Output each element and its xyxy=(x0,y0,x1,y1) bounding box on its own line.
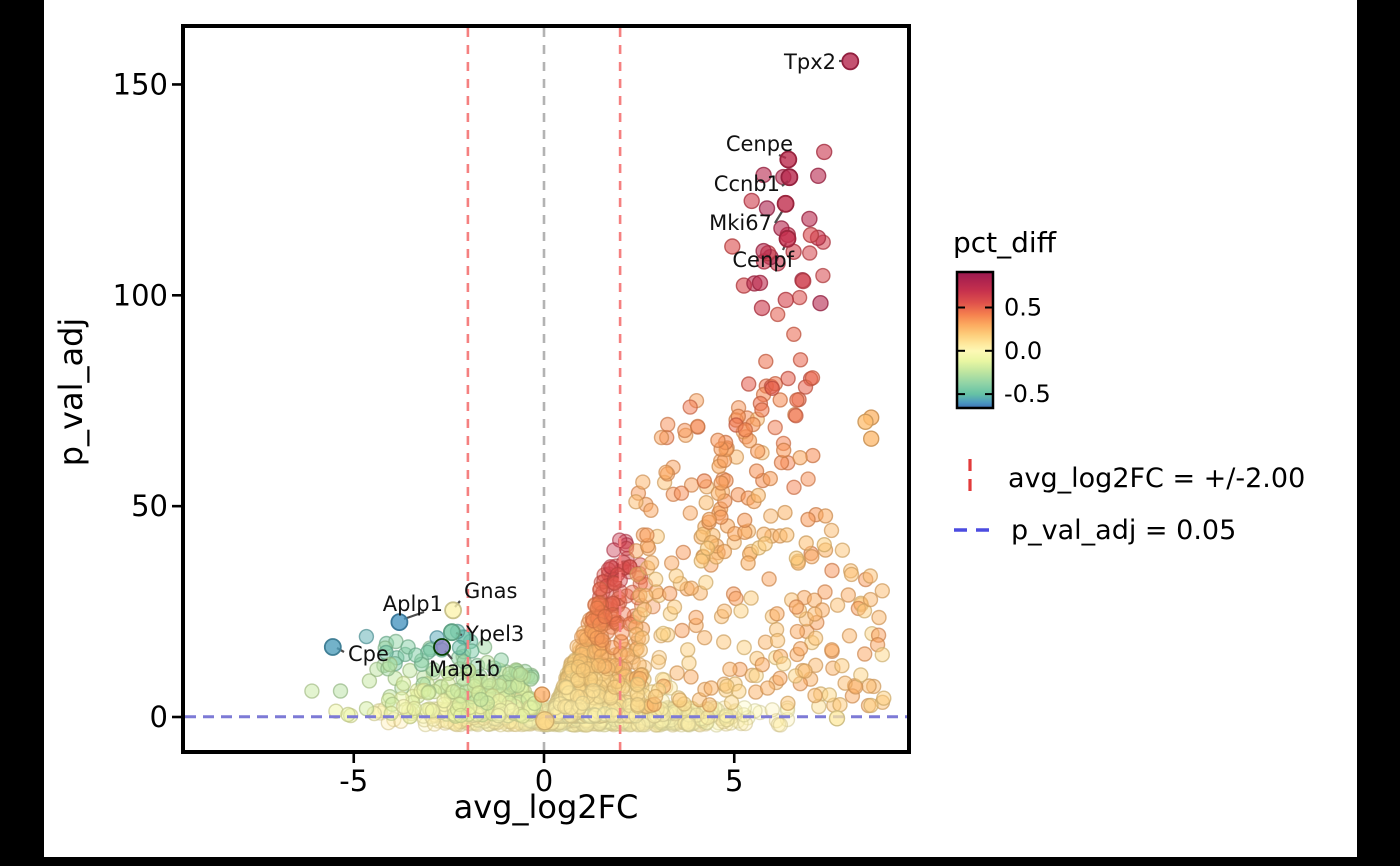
scatter-point xyxy=(828,710,846,727)
x-tick-label: 0 xyxy=(535,764,553,798)
colorbar-gradient xyxy=(955,270,995,410)
colorbar-ticks: 0.5 0.0 -0.5 xyxy=(957,294,1051,408)
scatter-point xyxy=(535,711,555,731)
gene-label-ypel3: Ypel3 xyxy=(465,622,524,646)
gene-label-mki67: Mki67 xyxy=(709,211,772,235)
y-axis-title: p_val_adj xyxy=(52,318,90,467)
colorbar-tick-label: 0.0 xyxy=(1004,337,1042,365)
scatter-point xyxy=(533,686,551,703)
colorbar-legend: pct_diff 0.5 0.0 -0.5 xyxy=(953,226,1057,410)
y-tick-label: 50 xyxy=(131,489,168,523)
gene-label-cpe: Cpe xyxy=(348,642,389,666)
y-tick-label: 0 xyxy=(150,700,168,734)
y-tick-label: 100 xyxy=(113,278,168,312)
gene-label-ccnb1: Ccnb1 xyxy=(714,172,780,196)
line-legend: avg_log2FC = +/-2.00 p_val_adj = 0.05 xyxy=(954,459,1305,546)
gene-point-aplp1 xyxy=(390,613,409,631)
x-tick-label: -5 xyxy=(339,764,368,798)
gene-label-map1b: Map1b xyxy=(429,657,500,681)
scatter-point xyxy=(857,413,874,430)
gene-label-cenpf: Cenpf xyxy=(732,248,794,272)
colorbar-tick-label: 0.5 xyxy=(1004,294,1042,322)
gene-point-tpx2 xyxy=(841,52,860,71)
gene-label-layer: Tpx2 Cenpe Ccnb1 Mki67 Cenpf Gnas Aplp1 Ypel3 Cp… xyxy=(323,50,860,681)
gene-point-ccnb1 xyxy=(780,168,799,187)
fc-threshold-label: avg_log2FC = +/-2.00 xyxy=(1008,463,1305,494)
y-tick-label: 150 xyxy=(113,67,168,101)
panel-border xyxy=(181,24,911,754)
gene-label-connector xyxy=(774,209,784,224)
gene-point-map1b xyxy=(433,638,451,656)
gene-label-tpx2: Tpx2 xyxy=(783,50,836,74)
gene-point-mki67 xyxy=(776,194,795,213)
gene-label-gnas: Gnas xyxy=(464,579,517,603)
gene-point-cenpf xyxy=(778,229,797,248)
colorbar-title: pct_diff xyxy=(953,226,1057,259)
gene-point-cenpe xyxy=(779,150,798,169)
pval-threshold-label: p_val_adj = 0.05 xyxy=(1011,515,1236,546)
colorbar-tick-label: -0.5 xyxy=(1004,380,1051,408)
x-tick-label: 5 xyxy=(725,764,743,798)
single-points xyxy=(533,409,880,731)
gene-point-gnas xyxy=(444,601,463,620)
gene-label-connector xyxy=(403,610,425,621)
gene-point-cpe xyxy=(323,638,342,656)
gene-point-ypel3 xyxy=(442,623,461,642)
scatter-point xyxy=(863,430,880,447)
gene-label-aplp1: Aplp1 xyxy=(383,592,443,616)
gene-label-cenpe: Cenpe xyxy=(726,132,793,156)
x-axis-title: avg_log2FC xyxy=(454,788,639,826)
